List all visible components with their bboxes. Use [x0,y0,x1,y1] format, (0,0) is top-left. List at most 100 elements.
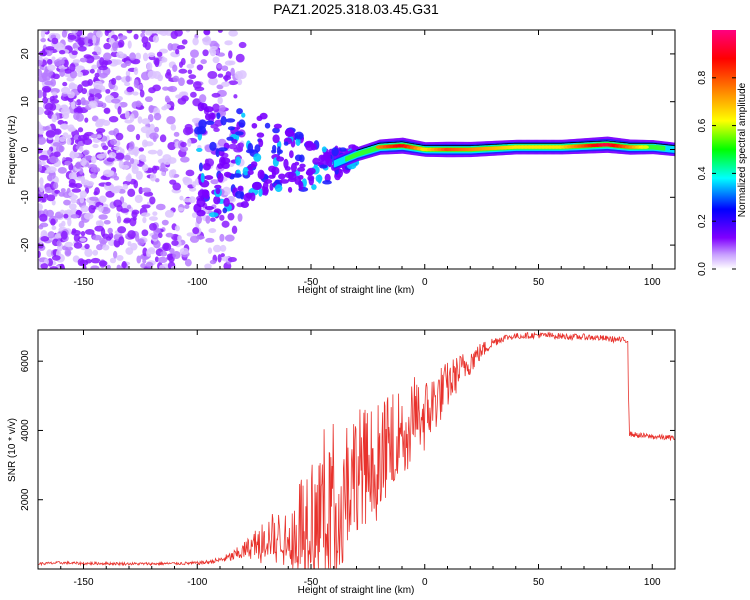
spectrogram-noise-blob [190,57,196,65]
spectrogram-noise-blob [64,160,72,166]
spectrogram-noise-blob [102,52,112,61]
spectrogram-noise-blob [124,60,132,67]
spectrogram-noise-blob [98,260,108,267]
spectrogram-noise-blob [105,236,112,241]
spectrogram-noise-blob [179,247,189,255]
spectrogram-ridge-segment [362,150,364,155]
spectrogram-noise-blob [47,64,56,71]
spectrogram-noise-blob [204,158,209,165]
spectrogram-ridge-segment [340,157,343,165]
spectrogram-noise-blob [153,240,161,249]
spectrogram-blob [223,197,230,207]
spectrogram-blob [232,173,242,178]
colorbar-tick-label: 0.0 [697,262,708,276]
spectrogram-blob [223,171,232,178]
spectrogram-noise-blob [127,240,132,247]
spectrogram-noise-blob [44,125,50,131]
spectrogram-noise-blob [159,264,165,269]
spectrogram-noise-blob [38,106,45,115]
spectrogram-noise-blob [97,85,106,91]
spectrogram-noise-blob [118,236,125,246]
spectrogram-blob [226,136,234,141]
spectrogram-noise-blob [73,242,83,249]
spectrogram-noise-blob [99,72,108,79]
spectrogram-noise-blob [140,212,151,217]
spectrogram-noise-blob [68,191,75,197]
spectrogram-noise-blob [228,143,238,150]
spectrogram-blob [272,144,277,152]
spectrogram-blob [315,174,323,183]
spectrogram-noise-blob [145,30,153,36]
spectrogram-noise-blob [127,230,136,239]
spectrogram-blob [254,144,261,153]
spectrogram-blob [235,156,241,166]
spectrogram-blob [311,184,317,191]
spectrogram-ridge-segment [371,147,374,153]
spectrogram-noise-blob [135,52,142,61]
spectrogram-noise-blob [62,132,69,140]
spectrogram-noise-blob [141,229,149,237]
spectrogram-blob [297,167,306,172]
spectrogram-noise-blob [212,103,221,113]
spectrogram-noise-blob [133,79,139,89]
spectrogram-noise-blob [125,175,132,182]
spectrogram-ridge-segment [345,156,347,162]
spectrogram-noise-blob [185,30,191,33]
spectrogram-noise-blob [210,45,218,51]
snr-x-tick-label: 0 [422,577,428,588]
spectrogram-noise-blob [174,225,181,232]
spectrogram-blob [283,141,289,146]
spectrogram-blob [289,150,294,159]
spectrogram-noise-blob [71,188,82,193]
spectrogram-noise-blob [81,179,90,186]
spectrogram-noise-blob [210,179,219,185]
snr-y-ticks: 2000 4000 6000 [20,350,675,511]
spectrogram-noise-blob [186,63,195,69]
spectrogram-noise-blob [151,234,159,240]
spectrogram-noise-blob [53,182,59,190]
spectrogram-noise-blob [45,130,56,138]
spectrogram-noise-blob [161,57,168,63]
spectrogram-ridge-segment [366,148,369,154]
spectrogram-noise-blob [38,136,47,145]
spectrogram-noise-blob [51,225,57,231]
spectrogram-blob [238,119,246,128]
spectrogram-noise-blob [224,74,229,82]
spectrogram-ridge-segment [668,145,670,153]
spectrogram-noise-blob [167,157,177,164]
spectrogram-noise-blob [148,52,156,58]
spectrogram-blob [217,172,224,183]
spectrogram-noise-blob [94,187,100,195]
spectrogram-blob [220,115,227,126]
spectrogram-blob [251,122,258,129]
spectrogram-noise-blob [103,42,111,50]
spectrogram-noise-blob [220,253,225,258]
spectrogram-y-tick-label: -20 [20,237,31,252]
spectrogram-noise-blob [205,237,215,243]
spectrogram-ridge-segment [356,151,359,157]
spectrogram-noise-blob [51,255,61,261]
spectrogram-blob [215,187,221,195]
spectrogram-blob [220,157,231,165]
colorbar: 0.0 0.2 0.4 0.6 0.8 Normalized spectral ampl… [697,30,748,276]
spectrogram-ridge-segment [367,148,370,154]
spectrogram-noise-blob [210,217,216,222]
spectrogram-noise-blob [80,157,87,166]
spectrogram-ridge-segment [664,144,667,152]
spectrogram-noise-blob [42,96,48,104]
spectrogram-noise-blob [173,131,180,137]
spectrogram-noise-blob [58,223,63,228]
spectrogram-noise-blob [154,126,160,133]
spectrogram-noise-blob [155,30,165,35]
spectrogram-noise-blob [180,146,189,152]
spectrogram-noise-blob [227,257,237,263]
spectrogram-blob [249,192,256,202]
spectrogram-blob [247,169,254,175]
spectrogram-noise-blob [138,154,147,161]
spectrogram-noise-blob [148,216,158,221]
spectrogram-noise-blob [154,178,160,183]
colorbar-gradient [712,30,736,269]
spectrogram-noise-blob [187,138,192,148]
spectrogram-noise-blob [139,89,145,98]
